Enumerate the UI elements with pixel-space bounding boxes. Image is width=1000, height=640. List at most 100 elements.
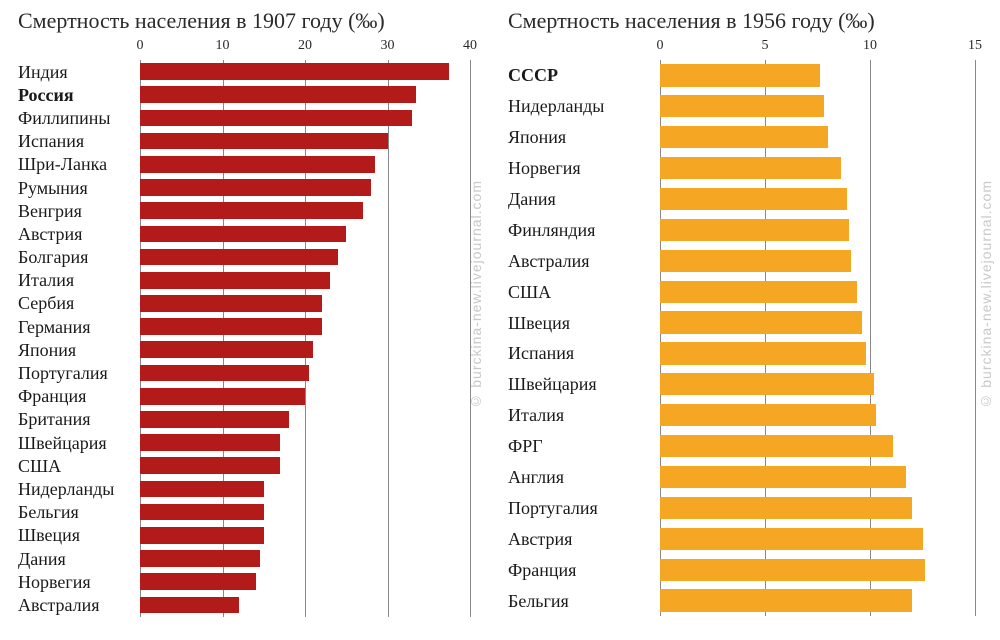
bar-label: Англия [490,468,660,486]
bar-label: Италия [0,271,140,289]
bar [140,527,264,544]
bar [140,318,322,335]
bar-label: Дания [490,190,660,208]
bar [660,497,912,519]
x-axis: 051015 [660,38,975,60]
bar-row: Бельгия [490,585,1000,616]
bar-track [140,431,490,454]
bar [660,250,851,272]
bar-track [660,60,1000,91]
bar-row: Австралия [0,593,490,616]
bar-row: Япония [490,122,1000,153]
bar [660,404,876,426]
bar-track [140,83,490,106]
bar-label: Филлипины [0,109,140,127]
chart-title: Смертность населения в 1907 году (‰) [0,0,490,38]
axis-tick: 40 [463,38,477,54]
bar [140,249,338,266]
bar-label: Испания [0,132,140,150]
bar [660,64,820,86]
bar-track [660,400,1000,431]
bar-track [140,477,490,500]
bar-row: Испания [490,338,1000,369]
bar-label: Австрия [490,530,660,548]
bar-row: Австрия [0,222,490,245]
bar [660,559,925,581]
bar [140,388,305,405]
axis-tick: 0 [137,38,144,54]
bar-label: Португалия [490,499,660,517]
bar-row: Болгария [0,246,490,269]
bar-label: Австралия [0,596,140,614]
bar-row: ФРГ [490,431,1000,462]
bar-row: Швеция [490,307,1000,338]
bar-row: Швейцария [490,369,1000,400]
bar-row: Швеция [0,524,490,547]
bar-row: Португалия [490,492,1000,523]
axis-tick: 30 [381,38,395,54]
bar-track [140,454,490,477]
bar-row: Япония [0,338,490,361]
bar-track [140,130,490,153]
bar-track [660,585,1000,616]
bar-track [140,501,490,524]
bar-track [660,307,1000,338]
bar-label: Испания [490,344,660,362]
bar-track [140,315,490,338]
bar [660,281,857,303]
bar [140,481,264,498]
bar-row: Филлипины [0,106,490,129]
bar [140,63,449,80]
bar-track [660,462,1000,493]
bar [140,573,256,590]
bar [660,157,841,179]
axis-tick: 20 [298,38,312,54]
bar-label: Болгария [0,248,140,266]
bar-label: Норвегия [490,159,660,177]
bar-label: Австралия [490,252,660,270]
bar-track [140,385,490,408]
bar-label: Дания [0,550,140,568]
bar [660,435,893,457]
bar [660,528,923,550]
bar-row: Франция [490,554,1000,585]
bar-track [660,276,1000,307]
bar-row: Румыния [0,176,490,199]
bar-label: ФРГ [490,437,660,455]
bar-row: Нидерланды [490,91,1000,122]
bar-label: Бельгия [490,592,660,610]
x-axis: 010203040 [140,38,470,60]
bar-track [140,199,490,222]
chart-1907: Смертность населения в 1907 году (‰)0102… [0,0,490,640]
bar-label: Британия [0,410,140,428]
bar-track [140,176,490,199]
bar-label: Венгрия [0,202,140,220]
bar-track [660,369,1000,400]
bar-row: СССР [490,60,1000,91]
bar-label: Швеция [490,314,660,332]
bar-row: Норвегия [0,570,490,593]
bar [140,434,280,451]
bar-track [140,60,490,83]
bar-row: Австрия [490,523,1000,554]
bar [140,110,412,127]
bar-row: Австралия [490,245,1000,276]
bar-label: Нидерланды [490,97,660,115]
bar [660,466,906,488]
bar-label: Нидерланды [0,480,140,498]
bar-track [660,338,1000,369]
bar [140,597,239,614]
bar-label: Франция [490,561,660,579]
bar-row: Бельгия [0,501,490,524]
chart-1956: Смертность населения в 1956 году (‰)0510… [490,0,1000,640]
bar-track [660,153,1000,184]
bar-label: Япония [0,341,140,359]
bar [660,589,912,611]
bar-track [660,245,1000,276]
bar-row: Норвегия [490,153,1000,184]
bar [140,504,264,521]
bar [140,179,371,196]
bar-track [660,431,1000,462]
bar-label: Россия [0,86,140,104]
bar [660,219,849,241]
